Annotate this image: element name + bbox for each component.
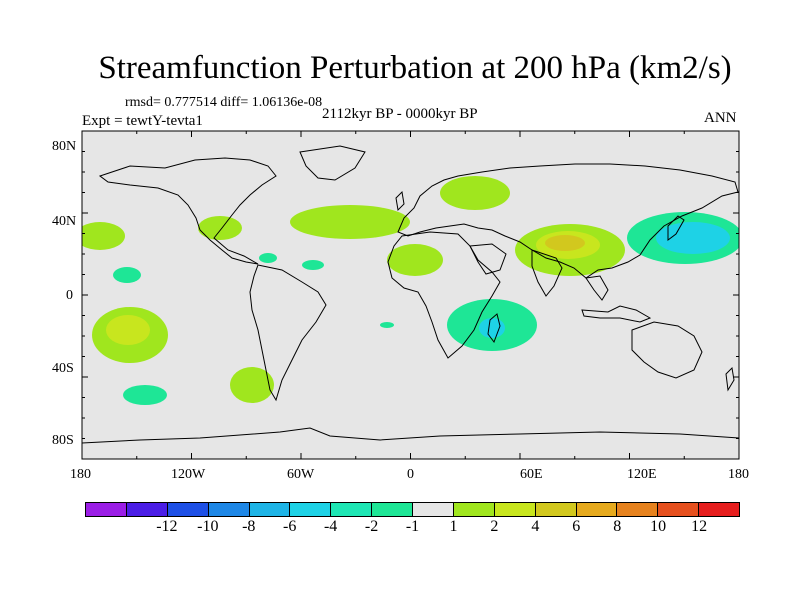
lat-label-40s: 40S [52, 361, 74, 376]
coastlines [82, 145, 739, 444]
anomaly-south-pacific-core [106, 315, 150, 345]
colorbar-swatch-10 [494, 503, 536, 516]
colorbar-label: -2 [364, 518, 379, 535]
colorbar [85, 502, 740, 517]
colorbar-label: 12 [691, 518, 708, 535]
plot-title: Streamfunction Perturbation at 200 hPa (… [98, 50, 732, 86]
anomaly-south-pacific-2 [123, 385, 167, 405]
colorbar-swatch-9 [453, 503, 495, 516]
lon-label-120w: 120W [171, 467, 206, 482]
anomaly-central-asia-peak [545, 235, 585, 251]
lat-label-eq: 0 [66, 288, 73, 303]
anomaly-north-atlantic [290, 205, 410, 239]
colorbar-swatch-8 [413, 503, 454, 516]
colorbar-swatch-1 [126, 503, 168, 516]
colorbar-swatch-13 [617, 503, 659, 516]
colorbar-swatch-6 [331, 503, 373, 516]
lon-label-180w: 180 [70, 467, 91, 482]
anomaly-layer [82, 145, 739, 444]
period-text: 2112kyr BP - 0000kyr BP [322, 106, 478, 122]
colorbar-label: -4 [323, 518, 338, 535]
colorbar-label: -8 [242, 518, 256, 535]
colorbar-swatch-7 [372, 503, 413, 516]
colorbar-swatch-14 [658, 503, 700, 516]
lat-label-80s: 80S [52, 433, 74, 448]
colorbar-swatch-12 [576, 503, 618, 516]
colorbar-label: 4 [531, 518, 540, 535]
colorbar-label: 1 [449, 518, 458, 535]
lat-label-40n: 40N [52, 214, 77, 229]
colorbar-swatch-0 [86, 503, 127, 516]
lon-label-0: 0 [407, 467, 414, 482]
colorbar-swatch-3 [208, 503, 250, 516]
colorbar-swatch-11 [535, 503, 577, 516]
anomaly-west-pacific-core [656, 222, 730, 254]
colorbar-label: -10 [197, 518, 219, 535]
map-background [82, 131, 739, 459]
colorbar-swatch-2 [167, 503, 209, 516]
colorbar-label: 10 [650, 518, 667, 535]
anomaly-east-africa-core [479, 318, 505, 338]
anomaly-equatorial-atlantic [380, 322, 394, 328]
lon-label-60e: 60E [520, 467, 543, 482]
anomaly-caribbean [198, 216, 242, 240]
lon-label-120e: 120E [627, 467, 657, 482]
anomaly-tropical-atlantic [302, 260, 324, 270]
anomaly-southeast-pacific [230, 367, 274, 403]
lon-label-60w: 60W [287, 467, 315, 482]
anomaly-caribbean-2 [259, 253, 277, 263]
axis-ticks [81, 130, 740, 460]
experiment-text: Expt = tewtY-tevta1 [82, 113, 203, 129]
lat-label-80n: 80N [52, 139, 77, 154]
lon-label-180e: 180 [728, 467, 749, 482]
colorbar-label: 8 [613, 518, 622, 535]
colorbar-label: -6 [283, 518, 297, 535]
anomaly-wrap-atlantic [82, 222, 125, 250]
colorbar-label: -1 [405, 518, 420, 535]
colorbar-swatch-15 [699, 503, 739, 516]
anomaly-north-africa [387, 244, 443, 276]
colorbar-swatch-5 [290, 503, 332, 516]
season-text: ANN [704, 110, 737, 126]
colorbar-swatch-4 [249, 503, 291, 516]
stats-text: rmsd= 0.777514 diff= 1.06136e-08 [125, 95, 323, 110]
anomaly-eastern-europe [440, 176, 510, 210]
colorbar-label: 2 [490, 518, 499, 535]
colorbar-label: 6 [572, 518, 581, 535]
anomaly-central-pacific [113, 267, 141, 283]
colorbar-label: -12 [156, 518, 178, 535]
